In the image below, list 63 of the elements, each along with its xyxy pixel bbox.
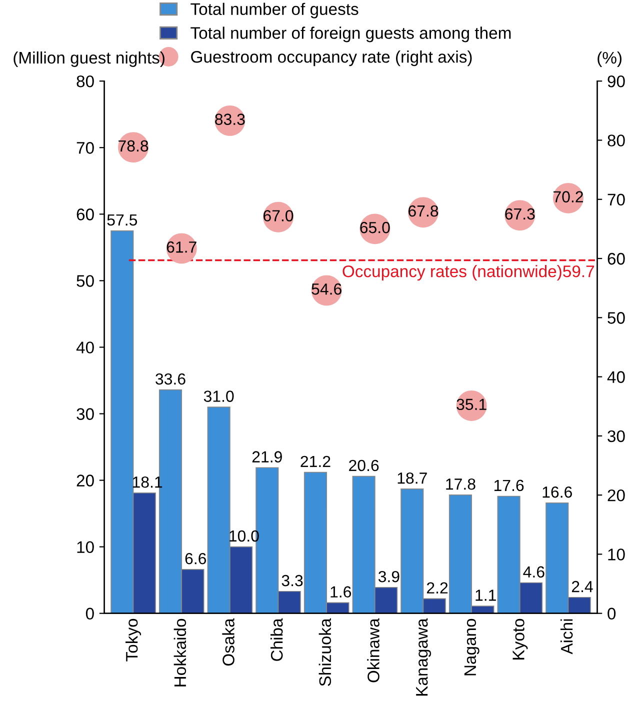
data-label: 17.8 <box>446 478 476 490</box>
data-label: 67.8 <box>408 205 438 217</box>
data-label: 3.3 <box>282 574 303 586</box>
y2-tick-label: 90 <box>608 75 625 88</box>
y2-tick-label: 70 <box>608 194 625 206</box>
y2-tick-label: 50 <box>608 312 625 324</box>
x-tick-label: Chiba <box>270 618 283 661</box>
data-label: 57.5 <box>107 214 138 226</box>
y-tick-label: 30 <box>76 408 94 420</box>
data-label: 21.2 <box>300 456 330 467</box>
y-tick-label: 80 <box>76 75 94 88</box>
data-label: 31.0 <box>204 390 234 402</box>
data-label: 65.0 <box>360 222 390 234</box>
data-label: 67.0 <box>264 210 294 222</box>
data-label: 70.2 <box>554 191 583 202</box>
x-tick-label: Nagano <box>464 618 480 676</box>
data-label: 17.6 <box>494 480 524 492</box>
x-tick-label: Kyoto <box>512 618 528 660</box>
x-tick-label: Hokkaido <box>174 618 186 686</box>
x-tick-label: Tokyo <box>126 618 142 662</box>
legend-label: Total number of guests <box>190 2 358 18</box>
data-label: 6.6 <box>185 552 206 564</box>
y2-tick-label: 0 <box>608 608 616 620</box>
y-tick-label: 40 <box>76 342 94 354</box>
data-label: 54.6 <box>312 283 342 295</box>
data-label: 35.1 <box>456 398 486 410</box>
data-label: 2.4 <box>572 580 593 592</box>
data-label: 21.9 <box>252 451 282 462</box>
y2-tick-label: 20 <box>608 489 625 502</box>
data-label: 2.2 <box>426 582 448 594</box>
y-axis-title: (Million guest nights) <box>14 51 164 67</box>
data-label: 1.1 <box>476 590 496 601</box>
data-label: 61.7 <box>166 241 196 253</box>
x-tick-label: Okinawa <box>367 618 380 682</box>
y-tick-label: 10 <box>77 541 94 554</box>
data-label: 18.7 <box>398 472 427 484</box>
legend-label: Guestroom occupancy rate (right axis) <box>191 50 472 66</box>
data-label: 20.6 <box>349 460 379 472</box>
y2-tick-label: 60 <box>608 252 625 265</box>
y2-axis-title: (%) <box>598 51 622 67</box>
ref-line-label: Occupancy rates (nationwide)59.7 <box>342 265 594 281</box>
x-tick-label: Kanagawa <box>416 618 432 696</box>
y2-tick-label: 40 <box>607 371 625 383</box>
y-tick-label: 70 <box>76 142 94 154</box>
legend-label: Total number of foreign guests among them <box>190 26 511 42</box>
y2-tick-label: 80 <box>608 134 625 146</box>
y2-tick-label: 30 <box>608 430 625 442</box>
data-label: 83.3 <box>215 114 245 125</box>
y-tick-label: 60 <box>76 208 94 220</box>
data-label: 16.6 <box>542 486 572 498</box>
y-tick-label: 20 <box>76 474 94 486</box>
x-tick-label: Shizuoka <box>318 618 332 686</box>
data-label: 78.8 <box>118 140 148 152</box>
y-tick-label: 0 <box>86 608 94 620</box>
y-tick-label: 50 <box>76 275 94 287</box>
x-tick-label: Aichi <box>560 619 573 654</box>
data-label: 4.6 <box>523 566 544 578</box>
data-label: 33.6 <box>156 373 186 385</box>
y2-tick-label: 10 <box>608 548 625 560</box>
data-label: 67.3 <box>505 208 535 220</box>
data-label: 3.9 <box>378 570 400 582</box>
data-label: 1.6 <box>330 586 352 598</box>
x-tick-label: Osaka <box>222 618 234 666</box>
